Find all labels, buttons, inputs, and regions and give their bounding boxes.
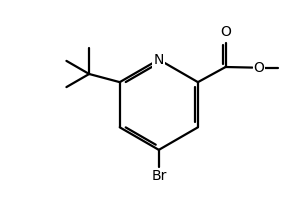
Text: Br: Br — [151, 169, 166, 183]
Text: N: N — [154, 53, 164, 67]
Text: O: O — [220, 25, 231, 39]
Text: O: O — [253, 60, 264, 75]
